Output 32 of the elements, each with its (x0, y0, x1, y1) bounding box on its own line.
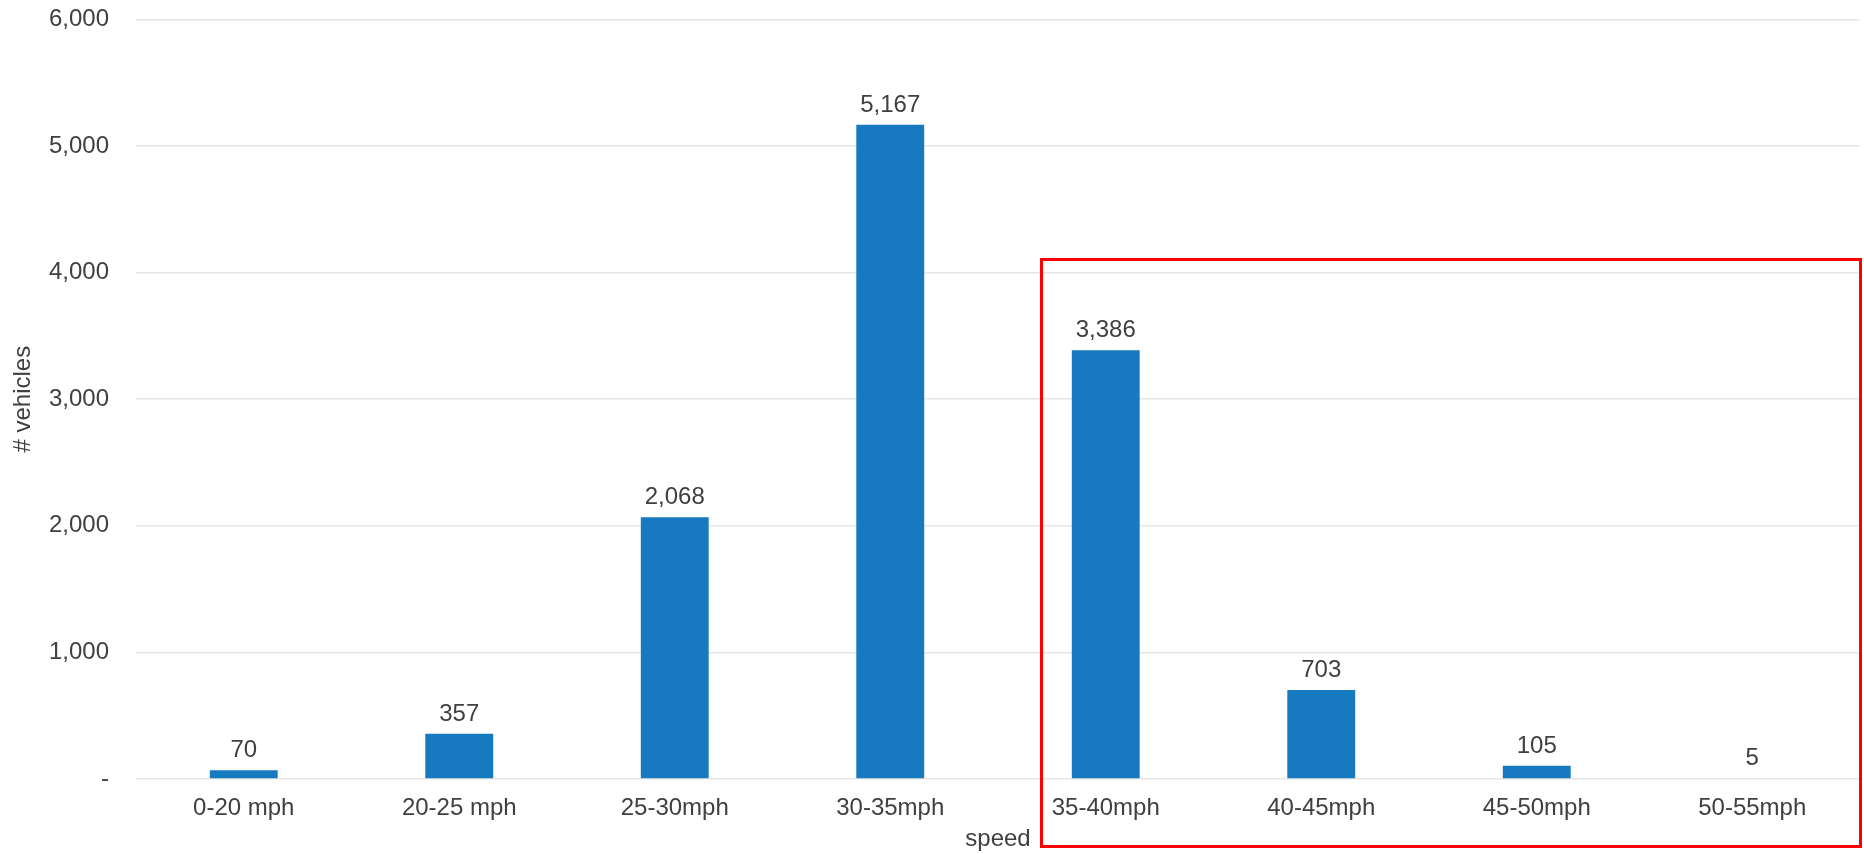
x-tick-label: 35-40mph (1051, 793, 1160, 821)
bar (1287, 690, 1356, 779)
x-tick-label: 25-30mph (620, 793, 729, 821)
y-tick-label: 5,000 (48, 130, 109, 158)
bar (856, 124, 925, 779)
data-label: 2,068 (644, 482, 705, 510)
data-label: 703 (1301, 655, 1342, 682)
x-axis-title: speed (965, 824, 1031, 852)
y-axis-title: # vehicles (8, 345, 36, 453)
y-tick-label: - (101, 763, 109, 791)
bar (640, 517, 709, 779)
data-label: 357 (439, 698, 480, 726)
x-tick-label: 0-20 mph (193, 793, 295, 821)
y-tick-label: 6,000 (48, 4, 109, 32)
y-tick-label: 3,000 (48, 383, 109, 411)
bar (425, 733, 494, 779)
y-tick-label: 1,000 (48, 637, 109, 665)
data-label: 3,386 (1075, 315, 1136, 343)
x-tick-label: 50-55mph (1698, 793, 1807, 821)
data-label: 5,167 (860, 89, 921, 117)
data-label: 70 (230, 735, 258, 763)
x-tick-label: 45-50mph (1482, 793, 1591, 821)
y-tick-label: 4,000 (48, 257, 109, 285)
x-tick-label: 40-45mph (1267, 793, 1376, 821)
data-label: 105 (1516, 730, 1557, 758)
bar (1071, 350, 1140, 779)
x-tick-label: 30-35mph (836, 793, 945, 821)
y-tick-label: 2,000 (48, 510, 109, 538)
bar (1502, 765, 1571, 779)
x-tick-label: 20-25 mph (401, 793, 517, 821)
bar (209, 770, 278, 779)
data-label: 5 (1745, 743, 1759, 771)
